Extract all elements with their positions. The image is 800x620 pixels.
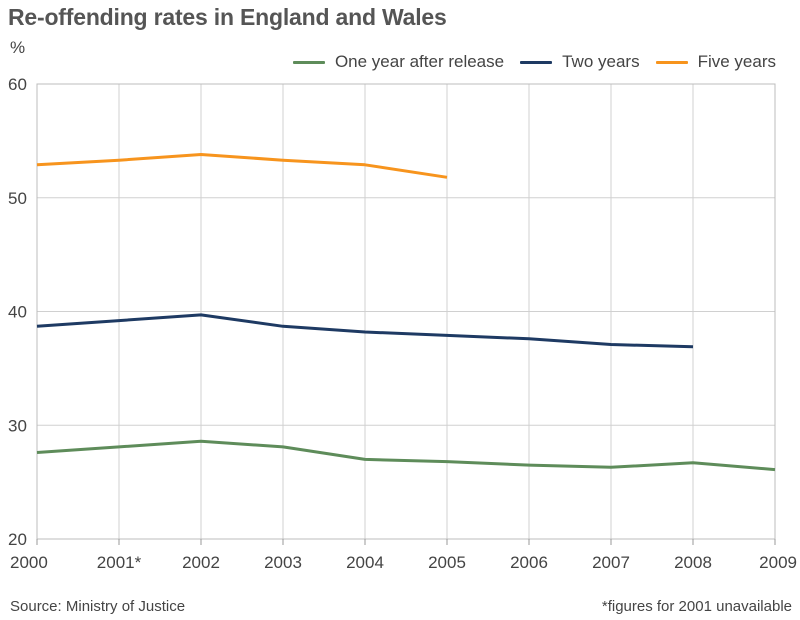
- series-line-five-years: [36, 153, 448, 179]
- x-tick-label: 2000: [10, 553, 48, 572]
- legend-item-five-years: Five years: [655, 52, 776, 72]
- legend-swatch-one-year: [292, 60, 325, 64]
- legend-label-two-years: Two years: [562, 52, 640, 71]
- series-line-one-year-after-release: [36, 439, 776, 472]
- legend: One year after release Two years Five ye…: [292, 52, 776, 72]
- x-tick-label: 2006: [510, 553, 548, 572]
- x-tick-label: 2008: [674, 553, 712, 572]
- chart-title: Re-offending rates in England and Wales: [8, 4, 447, 30]
- y-tick-label: 30: [8, 416, 27, 435]
- legend-label-five-years: Five years: [697, 52, 776, 71]
- legend-item-two-years: Two years: [520, 52, 640, 72]
- x-tick-label: 2007: [592, 553, 630, 572]
- source-note: Source: Ministry of Justice: [10, 598, 186, 615]
- x-tick-label: 2004: [346, 553, 384, 572]
- x-tick-label: 2009: [759, 553, 797, 572]
- x-tick-label: 2002: [182, 553, 220, 572]
- y-tick-label: 60: [8, 75, 27, 94]
- x-tick-label: 2005: [428, 553, 466, 572]
- y-tick-label: 50: [8, 189, 27, 208]
- legend-swatch-two-years: [520, 60, 553, 64]
- y-tick-label: 20: [8, 530, 27, 549]
- footnote: *figures for 2001 unavailable: [601, 598, 792, 615]
- legend-swatch-five-years: [655, 60, 688, 64]
- y-tick-label: 40: [8, 303, 27, 322]
- x-tick-label: 2001*: [97, 553, 142, 572]
- x-tick-label: 2003: [264, 553, 302, 572]
- series-line-two-years: [36, 313, 694, 349]
- plot-area-border: [36, 83, 776, 540]
- legend-item-one-year: One year after release: [292, 52, 505, 72]
- y-axis-unit: %: [10, 38, 26, 57]
- legend-label-one-year: One year after release: [334, 52, 505, 71]
